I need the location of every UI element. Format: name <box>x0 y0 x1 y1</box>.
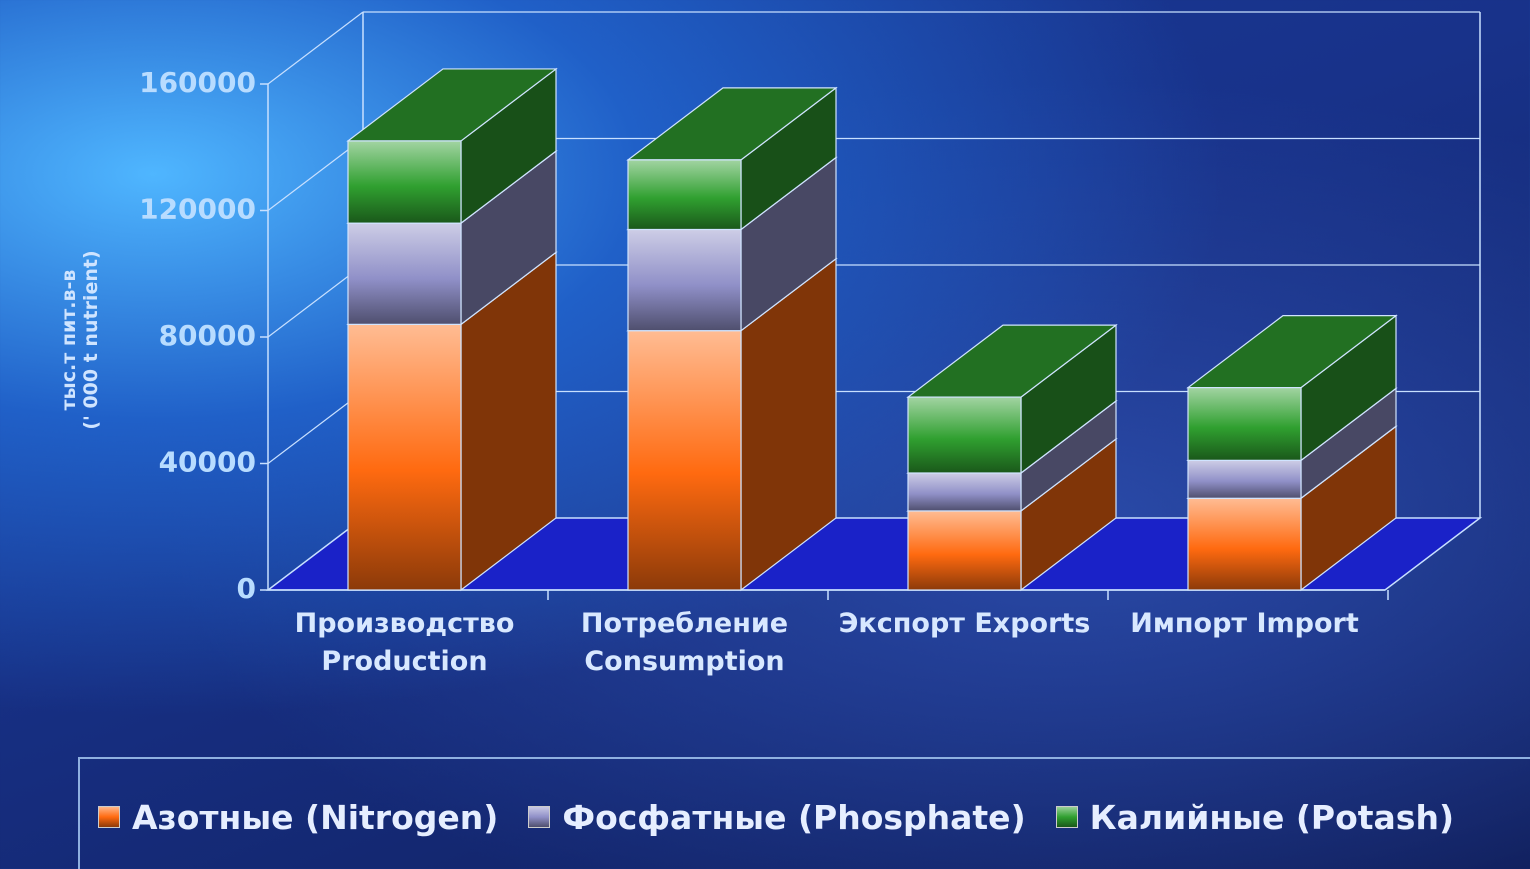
bar-front <box>1187 387 1302 461</box>
y-axis-label: тыс.т пит.в-в (' 000 t nutrient) <box>58 250 102 430</box>
bar-segment <box>626 86 838 231</box>
legend-item: Фосфатные (Phosphate) <box>528 797 1026 837</box>
x-tick-label: Экспорт Exports <box>838 608 1091 639</box>
bar-front <box>907 396 1022 474</box>
bar-front <box>347 323 462 591</box>
bar-segment <box>1186 314 1398 462</box>
legend-swatch <box>98 806 120 828</box>
bar-front <box>1187 497 1302 591</box>
bar-front <box>627 330 742 591</box>
legend-label: Калийные (Potash) <box>1089 797 1455 837</box>
bar-front <box>627 228 742 332</box>
bar-front <box>627 159 742 231</box>
legend-label: Азотные (Nitrogen) <box>132 797 499 837</box>
y-tick-label: 0 <box>237 572 256 605</box>
x-tick-label: Импорт Import <box>1130 608 1359 639</box>
legend-item: Азотные (Nitrogen) <box>98 798 498 837</box>
legend: Азотные (Nitrogen) Фосфатные (Phosphate) К… <box>78 757 1530 869</box>
y-tick-label: 80000 <box>159 319 256 352</box>
legend-swatch <box>1055 806 1078 828</box>
grid-line <box>267 138 364 211</box>
legend-label: Фосфатные (Phosphate) <box>562 797 1026 837</box>
y-tick-label: 40000 <box>159 446 256 479</box>
bar-front <box>347 140 462 224</box>
bar-front <box>1187 459 1302 499</box>
bar-front <box>907 510 1022 591</box>
bar-segment <box>346 67 558 225</box>
y-tick-label: 160000 <box>139 66 256 99</box>
legend-item: Калийные (Potash) <box>1055 797 1455 837</box>
grid-line <box>267 391 364 464</box>
grid-line <box>267 11 364 85</box>
bar-front <box>347 222 462 325</box>
y-tick-label: 120000 <box>139 193 256 226</box>
x-tick-label: Потребление Consumption <box>580 608 789 677</box>
legend-swatch <box>528 806 551 828</box>
bar-front <box>907 472 1022 512</box>
x-tick-label: Производство Production <box>294 608 515 677</box>
bar-segment <box>906 323 1118 475</box>
grid-line <box>267 264 364 338</box>
